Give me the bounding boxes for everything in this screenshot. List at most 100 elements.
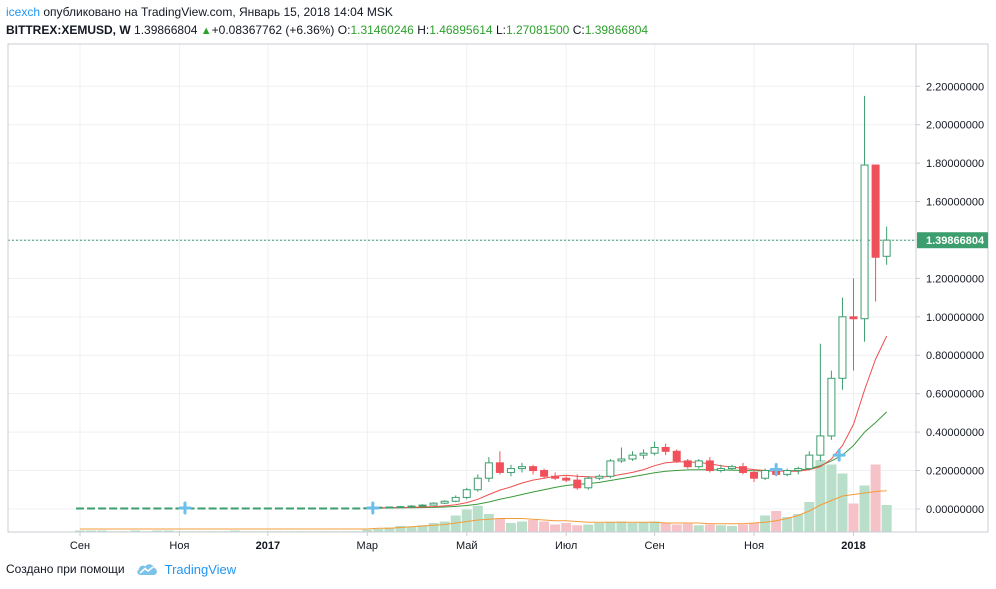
plus-marker-icon <box>366 501 380 515</box>
y-tick-label: 0.40000000 <box>926 427 984 439</box>
volume-bar <box>561 523 572 532</box>
volume-bar <box>804 502 815 532</box>
candle-body <box>385 506 394 509</box>
author-link[interactable]: icexch <box>6 5 41 19</box>
close-value: 1.39866804 <box>584 23 649 37</box>
volume-bar <box>75 530 85 532</box>
tradingview-logo[interactable]: TradingView <box>135 561 237 577</box>
cloud-icon <box>136 564 157 575</box>
candle-body <box>551 475 560 479</box>
volume-bar <box>130 530 141 532</box>
candle-body <box>529 466 538 472</box>
chart-markers <box>178 448 846 515</box>
candle-body <box>661 446 670 452</box>
volume-bar <box>152 530 163 532</box>
volume-bar <box>406 526 417 532</box>
chart-grid <box>8 44 916 532</box>
candle-body <box>650 446 659 454</box>
candle-body <box>794 468 803 472</box>
candle-body <box>219 507 228 510</box>
candle-body <box>297 507 305 510</box>
candle-body <box>750 471 759 479</box>
x-tick-label: Июл <box>555 540 577 552</box>
candle-body <box>761 470 770 479</box>
x-tick-label: Мар <box>357 540 379 552</box>
volume-bar <box>461 509 472 532</box>
volume-bar <box>837 473 848 532</box>
volume-bars <box>75 460 892 532</box>
candle-body <box>76 507 84 510</box>
volume-bar <box>760 515 771 532</box>
publish-header: icexch опубликовано на TradingView.com, … <box>6 3 393 21</box>
candle-body <box>727 466 736 470</box>
price-change: +0.08367762 (+6.36%) <box>211 23 335 37</box>
volume-bar <box>572 525 583 532</box>
plus-marker-icon <box>769 463 783 477</box>
y-tick-label: 1.80000000 <box>926 158 984 170</box>
candle-body <box>473 477 482 491</box>
candle-body <box>142 507 151 510</box>
candle-body <box>462 489 471 498</box>
candle-body <box>319 507 328 510</box>
candle-body <box>573 479 582 489</box>
candle-body <box>418 504 427 507</box>
volume-bar <box>782 517 793 532</box>
open-label: O: <box>337 23 351 37</box>
candle-body <box>241 507 250 510</box>
volume-bar <box>229 530 240 532</box>
brand-name: TradingView <box>164 561 237 577</box>
fast-ma-line <box>367 335 888 509</box>
plus-marker-icon <box>832 448 846 462</box>
volume-bar <box>848 503 859 532</box>
symbol-label[interactable]: BITTREX:XEMUSD, W <box>6 23 131 37</box>
candle-body <box>540 470 549 477</box>
candle-body <box>109 507 118 510</box>
x-tick-label: Ноя <box>744 540 764 552</box>
candle-body <box>683 460 692 468</box>
candle-body <box>429 502 438 506</box>
plus-marker-icon <box>178 501 192 515</box>
volume-bar <box>671 524 682 532</box>
volume-bar <box>417 525 428 532</box>
close-label: C: <box>572 23 585 37</box>
candle-body <box>274 507 283 510</box>
volume-bar <box>826 464 837 532</box>
candle-body <box>562 477 571 481</box>
candle-body <box>628 454 637 460</box>
y-tick-label: 0.60000000 <box>926 389 984 401</box>
y-tick-label: 0.80000000 <box>926 350 984 362</box>
candle-body <box>330 507 339 510</box>
candle-body <box>783 470 792 475</box>
candle-body <box>484 462 493 479</box>
volume-bar <box>86 530 97 532</box>
volume-bar <box>627 523 638 532</box>
ticker-header: BITTREX:XEMUSD, W 1.39866804 ▲+0.0836776… <box>6 21 648 40</box>
volume-bar <box>439 521 450 532</box>
volume-bar <box>594 523 605 532</box>
y-tick-label: 2.20000000 <box>926 81 984 93</box>
high-label: H: <box>417 23 430 37</box>
volume-bar <box>505 523 516 532</box>
candle-body <box>860 164 869 320</box>
volume-bar <box>693 525 704 532</box>
volume-ma-line <box>80 490 887 530</box>
volume-bar <box>395 526 406 532</box>
candle-body <box>639 452 648 456</box>
candle-body <box>716 468 725 472</box>
volume-bar <box>682 523 693 532</box>
x-tick-label: 2017 <box>256 540 280 552</box>
volume-bar <box>539 521 550 532</box>
volume-bar <box>771 511 782 532</box>
y-tick-label: 0.20000000 <box>926 466 984 478</box>
candle-body <box>440 500 449 504</box>
indicator-lines <box>8 239 916 530</box>
volume-bar <box>605 522 616 532</box>
high-value: 1.46895614 <box>429 23 493 37</box>
candle-body <box>584 477 593 489</box>
volume-bar <box>97 530 108 532</box>
y-tick-label: 2.00000000 <box>926 120 984 132</box>
volume-bar <box>715 525 726 532</box>
volume-bar <box>384 527 395 532</box>
candle-body <box>407 505 416 508</box>
